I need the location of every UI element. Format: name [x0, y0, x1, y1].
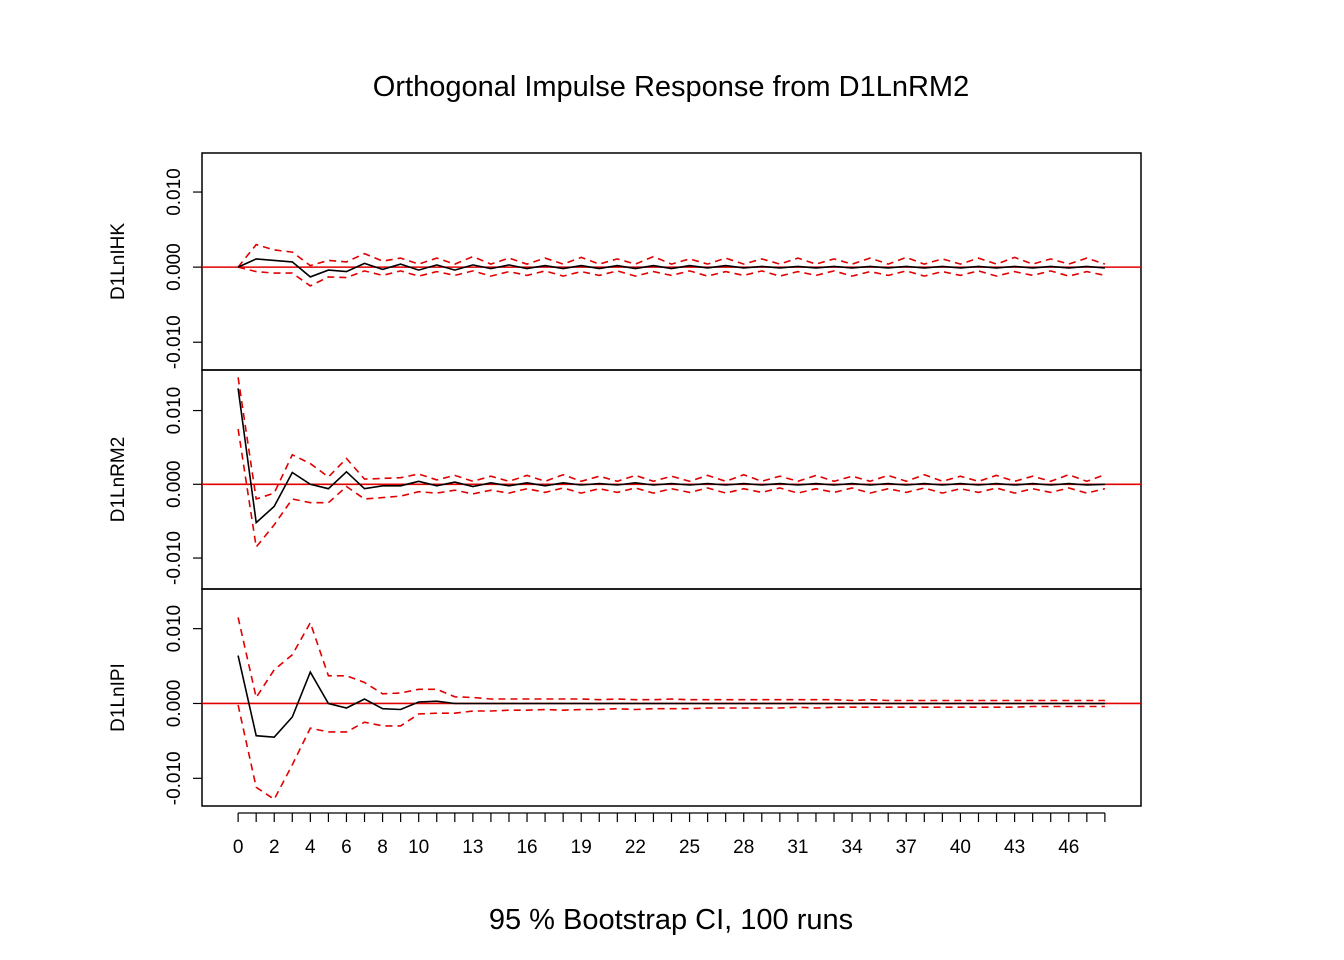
- panel-d1lnihk: -0.010 0.000 0.010 D1LnIHK: [108, 152, 1142, 371]
- x-tick-label: 25: [679, 837, 700, 858]
- ci-upper-line: [237, 617, 1105, 702]
- panel-label: D1LnIHK: [108, 223, 129, 300]
- y-tick-label: 0.010: [164, 168, 185, 216]
- response-line: [237, 258, 1105, 278]
- chart-title: Orthogonal Impulse Response from D1LnRM2: [373, 71, 969, 103]
- y-tick-label: -0.010: [164, 751, 185, 805]
- ci-lower-line: [237, 266, 1106, 287]
- ci-lower-line: [237, 704, 1105, 801]
- panel-d1lnrm2: -0.010 0.000 0.010 D1LnRM2: [108, 369, 1142, 590]
- x-tick-label: 37: [896, 837, 917, 858]
- y-tick-label: 0.000: [164, 243, 185, 291]
- panel-frame: [201, 369, 1142, 590]
- ci-upper-line: [237, 243, 1106, 268]
- panel-label: D1LnIPI: [108, 663, 129, 732]
- x-tick-label: 34: [842, 837, 864, 858]
- x-tick-label: 31: [787, 837, 808, 858]
- x-tick-label: 22: [625, 837, 646, 858]
- y-tick-label: 0.010: [164, 605, 185, 653]
- chart-caption: 95 % Bootstrap CI, 100 runs: [489, 904, 853, 936]
- x-tick-label: 4: [305, 837, 316, 858]
- response-line: [237, 655, 1105, 739]
- y-tick-label: -0.010: [164, 315, 185, 369]
- x-tick-label: 6: [341, 837, 352, 858]
- x-tick-label: 13: [462, 837, 483, 858]
- x-tick-label: 16: [516, 837, 537, 858]
- y-tick-label: 0.010: [164, 387, 185, 435]
- x-tick-label: 10: [408, 837, 429, 858]
- ci-lower-line: [237, 428, 1106, 549]
- response-line: [237, 388, 1105, 525]
- x-tick-label: 43: [1004, 837, 1025, 858]
- x-tick-label: 2: [269, 837, 280, 858]
- panel-frame: [201, 588, 1142, 807]
- y-tick-label: -0.010: [164, 531, 185, 585]
- y-tick-label: 0.000: [164, 461, 185, 509]
- panel-label: D1LnRM2: [108, 437, 129, 523]
- x-tick-label: 28: [733, 837, 754, 858]
- x-tick-label: 19: [571, 837, 592, 858]
- x-tick-label: 40: [950, 837, 971, 858]
- x-tick-label: 0: [233, 837, 244, 858]
- y-tick-label: 0.000: [164, 680, 185, 728]
- x-tick-label: 8: [377, 837, 388, 858]
- panels-group: -0.010 0.000 0.010 D1LnIHK -0.010 0.000 0.010 D…: [108, 152, 1142, 807]
- ci-upper-line: [237, 377, 1106, 501]
- panel-d1lnipi: -0.010 0.000 0.010 D1LnIPI: [108, 588, 1142, 807]
- x-tick-label: 46: [1058, 837, 1079, 858]
- x-axis: 0 2 4 6 8 10 13 16 19 22 25 28 31 34 37 40 43 46: [233, 812, 1106, 858]
